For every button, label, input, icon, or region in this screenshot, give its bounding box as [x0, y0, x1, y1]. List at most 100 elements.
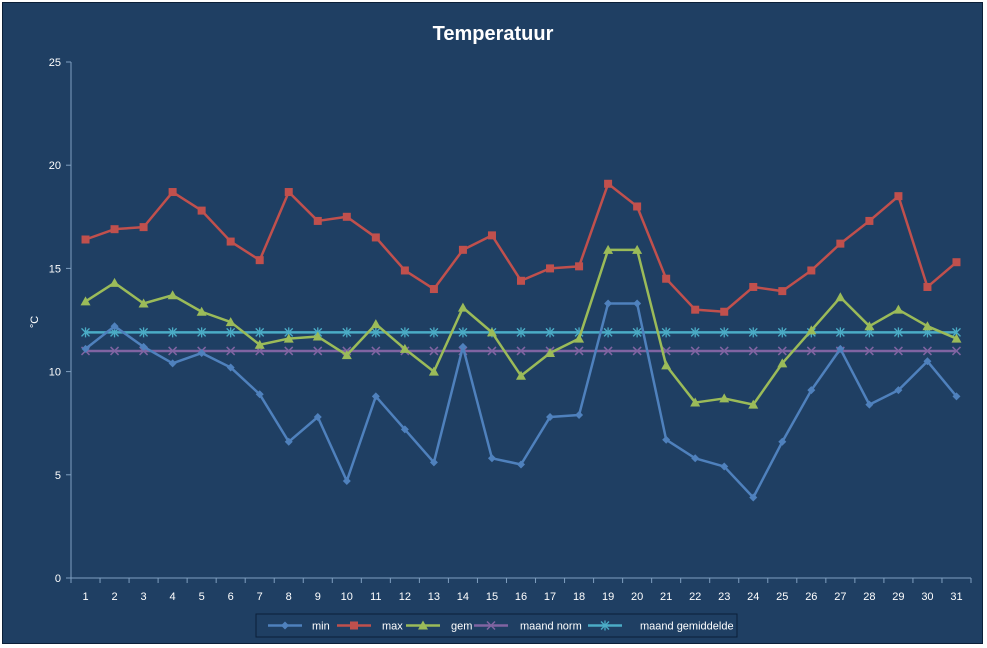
series-gem — [80, 244, 962, 409]
series-layer — [80, 179, 962, 502]
point-max — [197, 206, 206, 215]
point-maand-norm — [574, 346, 584, 356]
point-max — [691, 305, 700, 314]
point-maand-norm — [371, 346, 381, 356]
point-maand-gemiddelde — [255, 327, 265, 338]
legend-label-max: max — [382, 621, 403, 633]
point-min — [923, 357, 932, 366]
point-maand-norm — [922, 346, 932, 356]
point-maand-gemiddelde — [632, 327, 642, 338]
legend-marker-maand-gemiddelde — [600, 620, 610, 631]
point-max — [546, 264, 555, 273]
point-min — [197, 349, 206, 358]
point-maand-gemiddelde — [748, 327, 758, 338]
x-tick-label: 25 — [776, 591, 788, 603]
point-maand-norm — [284, 346, 294, 356]
x-tick-label: 2 — [111, 591, 117, 603]
x-tick-label: 23 — [718, 591, 730, 603]
x-tick-label: 26 — [805, 591, 817, 603]
point-maand-norm — [777, 346, 787, 356]
point-max — [487, 231, 496, 240]
point-max — [807, 266, 816, 275]
x-tick-label: 19 — [602, 591, 614, 603]
point-min — [284, 437, 293, 446]
legend-marker-max — [350, 621, 358, 630]
point-gem — [312, 331, 323, 341]
point-min — [458, 342, 467, 351]
point-gem — [457, 302, 468, 312]
point-gem — [748, 399, 759, 409]
point-maand-gemiddelde — [168, 327, 178, 338]
point-gem — [777, 358, 788, 368]
series-line-gem — [84, 248, 957, 406]
point-min — [604, 299, 613, 308]
x-tick-label: 30 — [921, 591, 933, 603]
point-maand-norm — [719, 346, 729, 356]
point-min — [139, 342, 148, 351]
point-max — [517, 276, 525, 285]
point-min — [575, 410, 584, 419]
point-gem — [516, 370, 526, 380]
point-max — [313, 216, 322, 225]
y-axis-label: °C — [29, 316, 41, 328]
point-gem — [545, 348, 556, 358]
x-tick-label: 4 — [170, 591, 176, 603]
point-max — [284, 188, 293, 197]
legend-item-maand-gemiddelde: maand gemiddelde — [588, 620, 734, 633]
point-maand-gemiddelde — [81, 327, 90, 338]
legend-label-gem: gem — [451, 621, 472, 633]
point-gem — [167, 290, 178, 300]
point-maand-norm — [690, 346, 700, 356]
chart-title: Temperatuur — [433, 23, 554, 45]
x-tick-label: 7 — [257, 591, 263, 603]
y-tick-label: 20 — [49, 160, 61, 172]
x-tick-label: 27 — [834, 591, 846, 603]
y-tick-label: 5 — [55, 470, 61, 482]
x-tick-label: 12 — [399, 591, 411, 603]
point-maand-gemiddelde — [458, 327, 468, 338]
point-gem — [428, 366, 439, 376]
point-gem — [719, 393, 730, 403]
x-tick-label: 13 — [428, 591, 440, 603]
point-max — [633, 202, 642, 211]
point-gem — [806, 325, 817, 335]
point-maand-gemiddelde — [371, 327, 381, 338]
point-maand-norm — [168, 346, 178, 356]
point-min — [429, 458, 438, 467]
point-gem — [109, 277, 120, 287]
point-min — [662, 435, 671, 444]
point-maand-norm — [516, 346, 526, 356]
point-max — [575, 262, 584, 271]
point-max — [865, 216, 874, 225]
point-max — [836, 239, 845, 248]
x-tick-label: 28 — [863, 591, 875, 603]
x-tick-label: 9 — [315, 591, 321, 603]
legend-item-min: min — [268, 621, 330, 633]
x-tick-label: 11 — [370, 591, 381, 603]
point-max — [778, 287, 787, 296]
point-max — [662, 274, 671, 283]
point-min — [546, 413, 555, 422]
point-gem — [399, 343, 410, 353]
point-min — [400, 425, 409, 434]
legend-marker-min — [281, 621, 289, 630]
x-tick-label: 15 — [486, 591, 498, 603]
series-line-max — [85, 182, 958, 313]
point-gem — [341, 350, 352, 360]
point-min — [255, 390, 264, 399]
point-min — [110, 322, 119, 331]
point-gem — [225, 317, 236, 327]
legend-item-gem: gem — [406, 620, 472, 633]
point-maand-gemiddelde — [197, 327, 207, 338]
point-maand-norm — [806, 346, 816, 356]
point-max — [81, 235, 90, 244]
point-min — [720, 462, 729, 471]
x-tick-label: 10 — [341, 591, 353, 603]
point-gem — [283, 333, 294, 343]
point-maand-gemiddelde — [516, 327, 526, 338]
point-maand-norm — [632, 346, 642, 356]
point-min — [952, 392, 961, 401]
point-maand-gemiddelde — [690, 327, 700, 338]
x-tick-label: 22 — [689, 591, 701, 603]
